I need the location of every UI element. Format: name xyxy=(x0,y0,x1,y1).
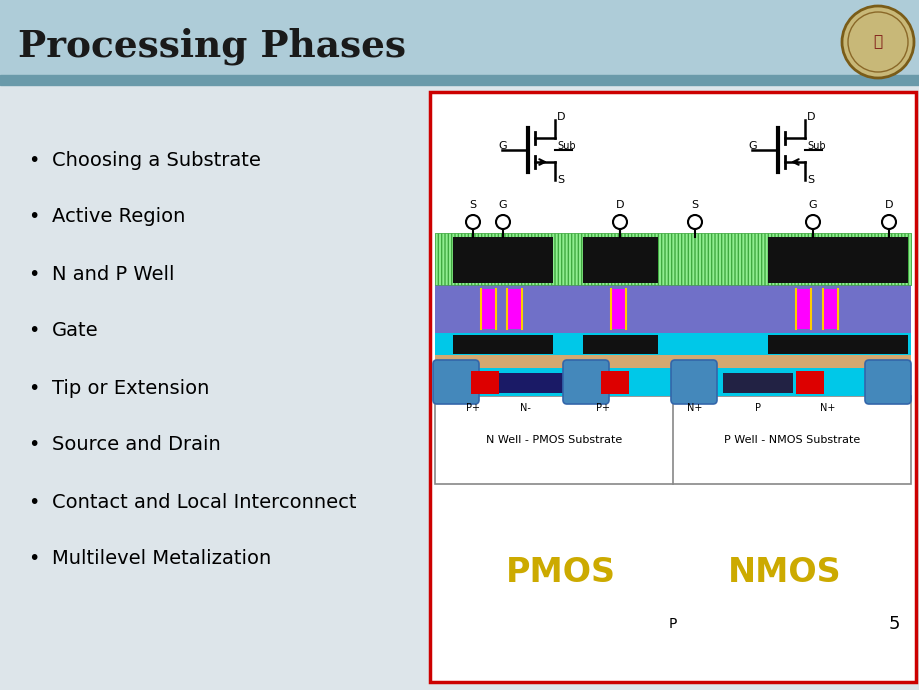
Bar xyxy=(823,289,837,329)
Text: D: D xyxy=(556,112,565,122)
Circle shape xyxy=(881,215,895,229)
Text: P: P xyxy=(754,403,760,413)
Bar xyxy=(0,85,919,690)
Text: N Well - PMOS Substrate: N Well - PMOS Substrate xyxy=(485,435,621,445)
Text: P Well - NMOS Substrate: P Well - NMOS Substrate xyxy=(723,435,859,445)
Bar xyxy=(795,371,823,394)
Bar xyxy=(462,373,567,393)
Text: Processing Phases: Processing Phases xyxy=(18,27,405,65)
Bar xyxy=(435,396,910,484)
Text: G: G xyxy=(498,200,506,210)
Bar xyxy=(610,289,625,329)
Text: Sub: Sub xyxy=(806,141,824,151)
Bar xyxy=(481,289,495,329)
Text: Source and Drain: Source and Drain xyxy=(52,435,221,455)
FancyBboxPatch shape xyxy=(433,360,479,404)
Text: D: D xyxy=(615,200,624,210)
Text: D: D xyxy=(884,200,892,210)
Text: •: • xyxy=(28,379,40,397)
Text: G: G xyxy=(747,141,755,151)
Bar xyxy=(852,335,907,354)
FancyBboxPatch shape xyxy=(670,360,716,404)
Bar xyxy=(583,237,657,283)
Bar xyxy=(795,289,811,329)
Circle shape xyxy=(495,215,509,229)
Text: N+: N+ xyxy=(686,403,702,413)
Bar xyxy=(435,355,910,368)
Bar xyxy=(583,335,657,354)
Bar xyxy=(767,237,857,283)
Bar xyxy=(452,237,552,283)
Text: G: G xyxy=(497,141,506,151)
Text: S: S xyxy=(691,200,698,210)
Bar xyxy=(435,333,910,355)
Text: S: S xyxy=(469,200,476,210)
Text: NMOS: NMOS xyxy=(727,555,841,589)
Text: •: • xyxy=(28,264,40,284)
Text: 5: 5 xyxy=(887,615,899,633)
Text: 校: 校 xyxy=(872,34,881,50)
Circle shape xyxy=(805,215,819,229)
Text: Choosing a Substrate: Choosing a Substrate xyxy=(52,150,261,170)
Text: P+: P+ xyxy=(596,403,609,413)
Bar xyxy=(600,371,629,394)
Bar xyxy=(767,335,857,354)
Bar xyxy=(506,289,521,329)
Text: Sub: Sub xyxy=(556,141,575,151)
Bar xyxy=(471,371,498,394)
Circle shape xyxy=(612,215,627,229)
Text: •: • xyxy=(28,435,40,455)
Text: Active Region: Active Region xyxy=(52,208,185,226)
Text: P+: P+ xyxy=(466,403,480,413)
Bar xyxy=(435,368,910,396)
Text: •: • xyxy=(28,549,40,569)
Text: S: S xyxy=(556,175,563,185)
Bar xyxy=(435,233,910,285)
Text: •: • xyxy=(28,208,40,226)
Circle shape xyxy=(841,6,913,78)
Bar xyxy=(852,237,907,283)
Text: D: D xyxy=(806,112,814,122)
Text: Tip or Extension: Tip or Extension xyxy=(52,379,210,397)
Bar xyxy=(429,92,915,682)
Bar xyxy=(722,373,792,393)
Bar xyxy=(0,75,919,85)
Circle shape xyxy=(466,215,480,229)
Text: Contact and Local Interconnect: Contact and Local Interconnect xyxy=(52,493,357,511)
FancyBboxPatch shape xyxy=(864,360,910,404)
Text: PMOS: PMOS xyxy=(505,555,616,589)
Text: •: • xyxy=(28,322,40,340)
Text: •: • xyxy=(28,150,40,170)
Bar xyxy=(435,285,910,333)
Bar xyxy=(435,233,910,285)
Text: G: G xyxy=(808,200,816,210)
Text: Multilevel Metalization: Multilevel Metalization xyxy=(52,549,271,569)
Text: N+: N+ xyxy=(820,403,834,413)
Bar xyxy=(452,335,552,354)
Text: •: • xyxy=(28,493,40,511)
Bar xyxy=(0,0,919,82)
FancyBboxPatch shape xyxy=(562,360,608,404)
Text: P: P xyxy=(668,617,676,631)
Text: N and P Well: N and P Well xyxy=(52,264,175,284)
Text: N-: N- xyxy=(519,403,530,413)
Text: Gate: Gate xyxy=(52,322,98,340)
Text: S: S xyxy=(806,175,813,185)
Circle shape xyxy=(687,215,701,229)
